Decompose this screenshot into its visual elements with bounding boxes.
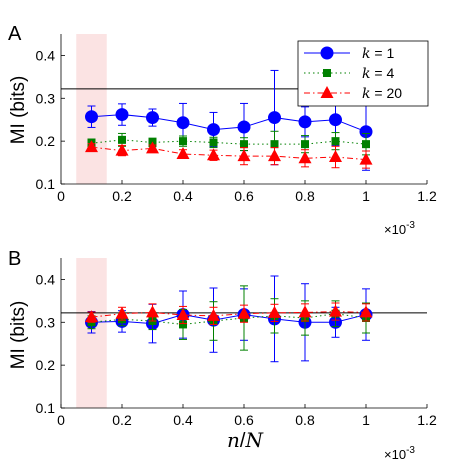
marker-a-0-6 xyxy=(268,111,281,125)
legend-label-0: k = 1 xyxy=(362,45,394,62)
marker-a-2-0 xyxy=(85,140,98,153)
series-line-b-0 xyxy=(91,314,367,325)
legend-label-1: k = 4 xyxy=(362,65,394,82)
x-tick-label-b-4: 0.8 xyxy=(295,412,315,428)
x-axis-label-b: n/N xyxy=(227,428,264,452)
marker-a-0-4 xyxy=(207,123,220,137)
y-axis-label-b: MI (bits) xyxy=(8,301,29,370)
y-tick-label-a-3: 0.4 xyxy=(36,47,56,63)
x-tick-label-a-5: 1 xyxy=(362,188,370,204)
marker-a-2-5 xyxy=(237,149,251,162)
marker-a-0-2 xyxy=(146,111,159,125)
x-tick-label-a-1: 0.2 xyxy=(112,188,132,204)
marker-b-2-6 xyxy=(268,305,281,318)
plot-area-a: 0 0.2 0.4 0.6 0.8 1 1.2 0.1 0.2 0.3 0.4 k = 1 k = 4 k… xyxy=(36,34,437,204)
marker-a-2-8 xyxy=(329,150,342,162)
x-tick-label-a-3: 0.6 xyxy=(234,188,254,204)
series-line-a-2 xyxy=(91,146,367,161)
marker-a-1-9 xyxy=(362,140,370,149)
marker-a-2-1 xyxy=(115,143,129,156)
y-tick-label-a-0: 0.1 xyxy=(36,176,56,192)
marker-b-2-8 xyxy=(329,304,342,317)
x-exponent-power-a: -3 xyxy=(406,220,415,231)
y-tick-label-b-0: 0.1 xyxy=(36,400,56,416)
x-exponent-base-a: ×10 xyxy=(384,222,406,237)
legend-marker-0 xyxy=(320,46,334,60)
y-tick-label-a-1: 0.2 xyxy=(36,133,56,149)
marker-a-2-2 xyxy=(146,141,159,154)
y-tick-label-b-2: 0.3 xyxy=(36,314,56,330)
marker-a-1-4 xyxy=(209,138,218,147)
x-tick-label-b-1: 0.2 xyxy=(112,412,132,428)
legend-label-2: k = 20 xyxy=(362,85,402,102)
y-axis-label-a: MI (bits) xyxy=(8,76,29,145)
marker-b-2-2 xyxy=(146,305,159,318)
x-tick-label-a-0: 0 xyxy=(57,188,65,204)
series-line-b-2 xyxy=(91,311,367,318)
plot-area-b: 0 0.2 0.4 0.6 0.8 1 1.2 0.1 0.2 0.3 0.4 xyxy=(36,258,437,428)
marker-a-2-3 xyxy=(176,147,190,159)
marker-b-2-4 xyxy=(207,308,220,321)
y-tick-label-b-3: 0.4 xyxy=(36,271,56,287)
series-line-a-0 xyxy=(91,114,367,133)
x-tick-label-b-5: 1 xyxy=(362,412,370,428)
marker-a-0-7 xyxy=(298,115,312,129)
marker-a-1-8 xyxy=(331,137,340,146)
marker-b-2-0 xyxy=(85,310,98,323)
legend-marker-1 xyxy=(323,69,331,77)
marker-a-1-7 xyxy=(301,140,309,149)
marker-a-2-6 xyxy=(268,149,281,162)
marker-a-0-0 xyxy=(85,110,98,124)
x-label-slash: / xyxy=(240,430,246,452)
y-tick-label-b-1: 0.2 xyxy=(36,357,56,373)
x-tick-label-b-0: 0 xyxy=(57,412,65,428)
y-tick-label-a-2: 0.3 xyxy=(36,90,56,106)
marker-a-2-4 xyxy=(207,148,220,161)
marker-a-1-1 xyxy=(118,135,126,144)
x-tick-label-a-2: 0.4 xyxy=(173,188,193,204)
x-exponent-b: ×10-3 xyxy=(384,445,415,462)
marker-a-0-3 xyxy=(176,116,190,130)
marker-b-2-1 xyxy=(115,306,129,319)
x-tick-label-b-6: 1.2 xyxy=(417,412,437,428)
x-exponent-base-b: ×10 xyxy=(384,447,406,462)
marker-b-2-9 xyxy=(359,305,373,318)
series-line-b-1 xyxy=(91,313,367,325)
marker-a-1-5 xyxy=(240,140,248,149)
series-line-a-1 xyxy=(91,139,367,145)
marker-a-0-5 xyxy=(237,120,251,134)
marker-b-2-3 xyxy=(176,308,190,320)
x-exponent-a: ×10-3 xyxy=(384,220,415,237)
panel-label-a: A xyxy=(8,23,22,45)
x-label-n: n xyxy=(227,428,240,452)
legend-box xyxy=(297,40,429,107)
marker-b-2-7 xyxy=(298,305,312,318)
x-tick-label-a-4: 0.8 xyxy=(295,188,315,204)
marker-b-2-5 xyxy=(237,306,251,319)
marker-a-0-8 xyxy=(329,113,342,127)
marker-a-0-1 xyxy=(115,108,129,122)
x-tick-label-a-6: 1.2 xyxy=(417,188,437,204)
x-exponent-power-b: -3 xyxy=(406,445,415,456)
marker-a-1-3 xyxy=(179,137,187,146)
marker-a-2-7 xyxy=(298,151,312,164)
marker-b-1-3 xyxy=(179,320,187,329)
marker-a-1-6 xyxy=(270,140,279,149)
x-label-N: N xyxy=(244,428,264,452)
panel-label-b: B xyxy=(8,248,21,270)
x-tick-label-b-3: 0.6 xyxy=(234,412,254,428)
x-tick-label-b-2: 0.4 xyxy=(173,412,193,428)
marker-a-2-9 xyxy=(359,152,373,165)
legend-marker-2 xyxy=(320,86,334,98)
